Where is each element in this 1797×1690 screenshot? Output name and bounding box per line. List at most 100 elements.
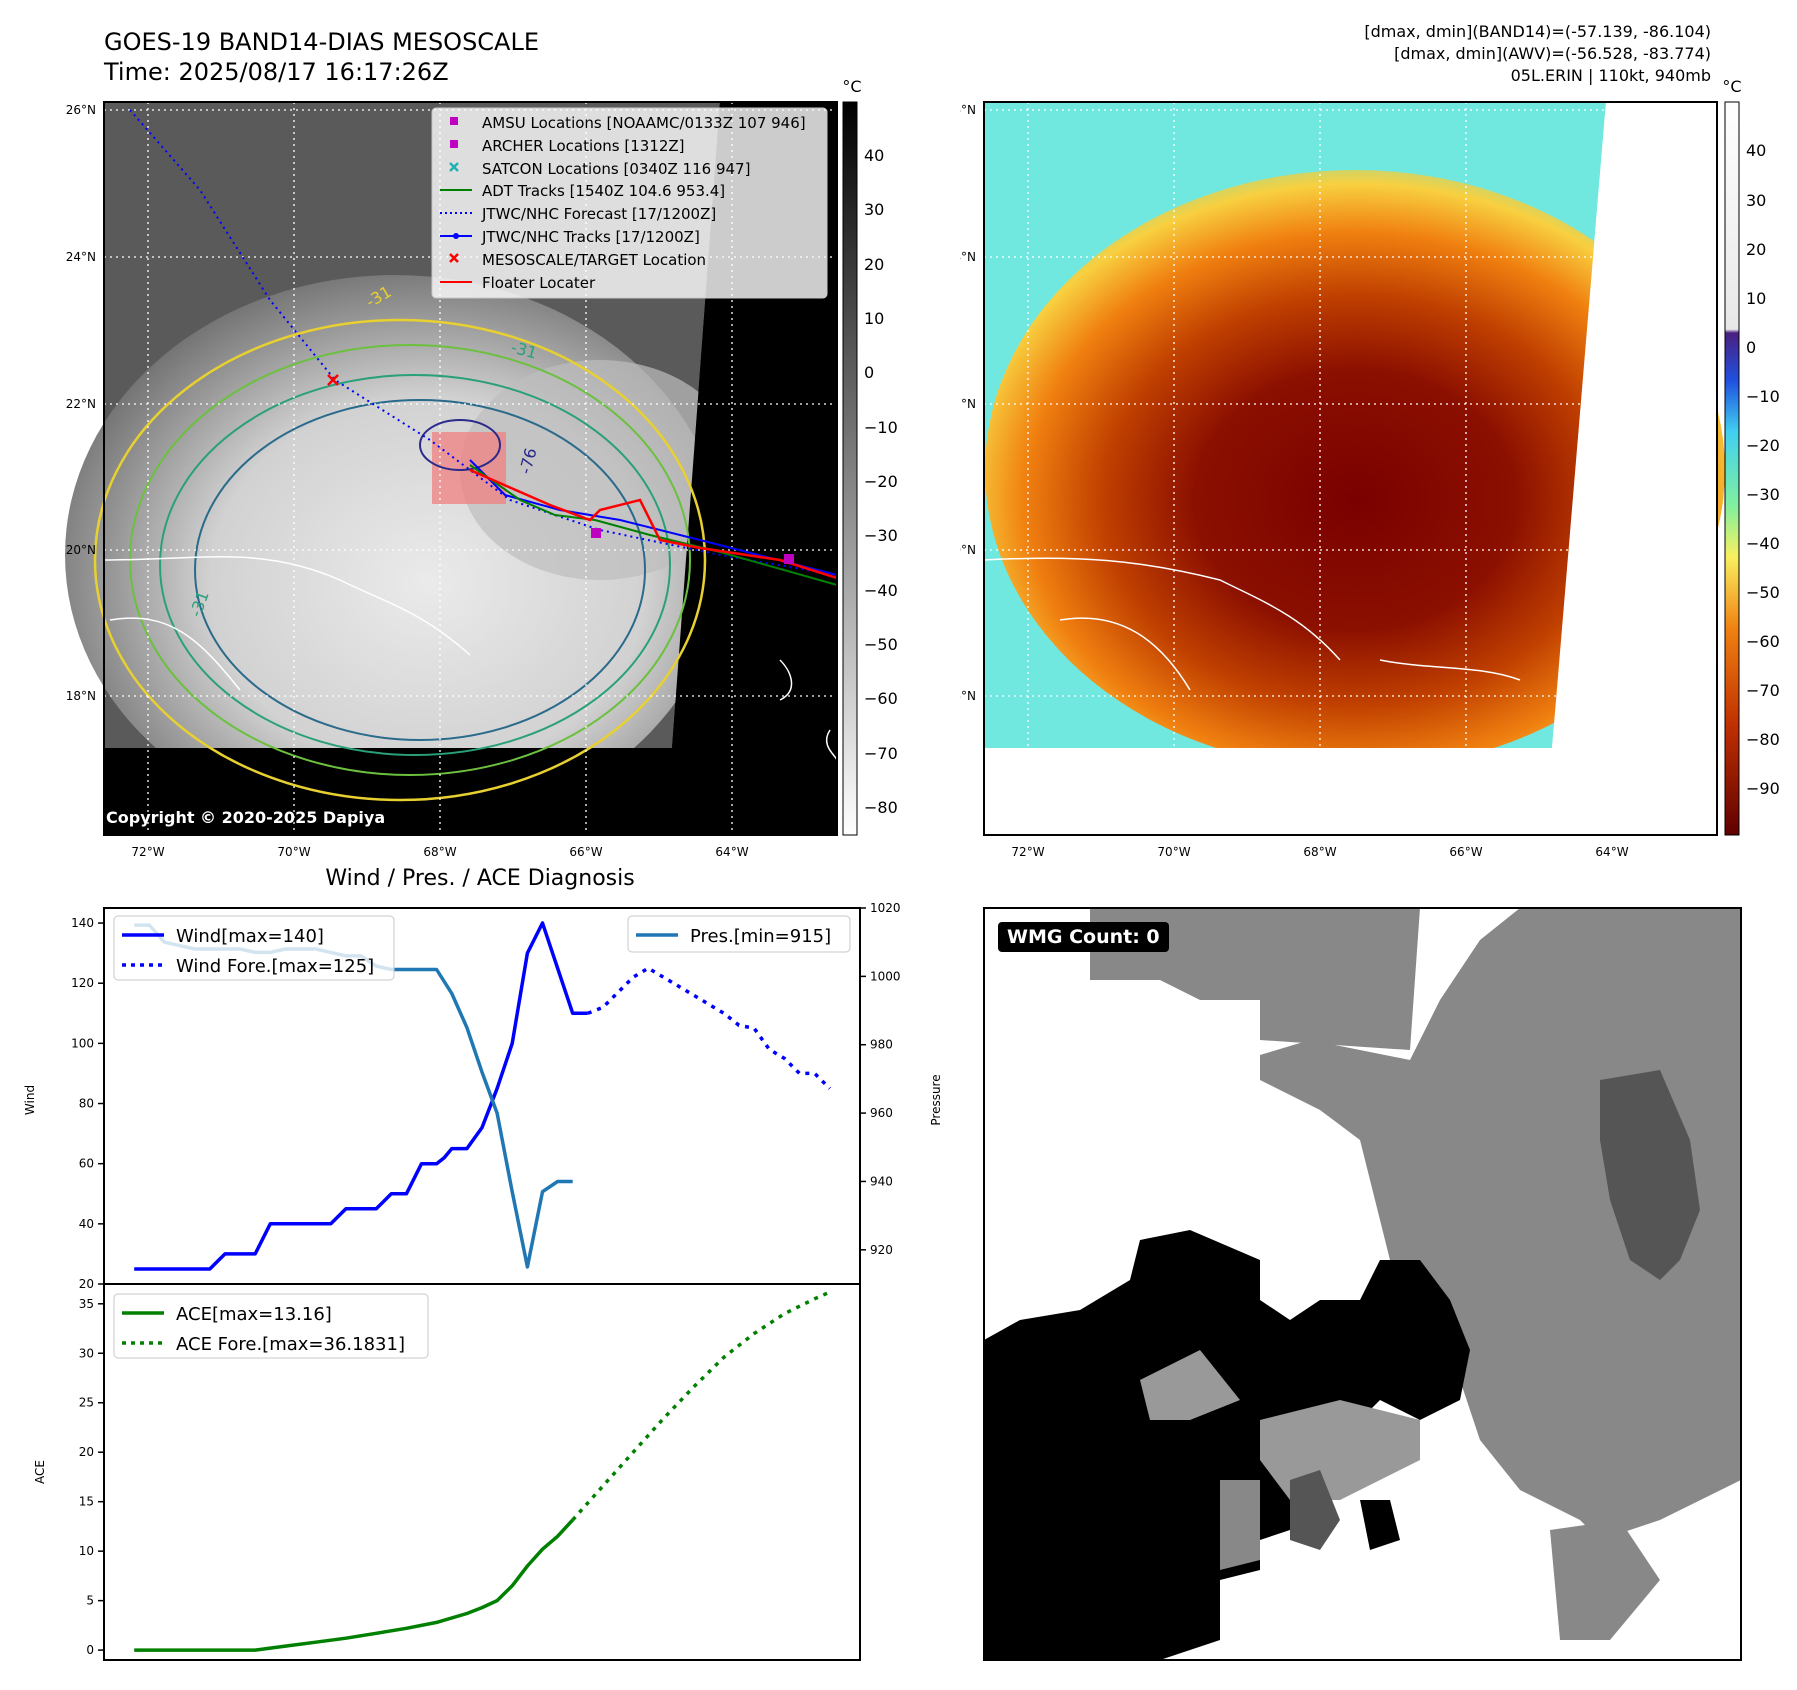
color-tick: −80 [1746,730,1780,749]
awv-range-info: [dmax, dmin](AWV)=(-56.528, -83.774) [1394,44,1711,63]
y-tick-label: 960 [870,1106,893,1120]
wmg-count-badge: WMG Count: 0 [998,922,1169,952]
archer-marker [784,554,794,564]
color-lat-labels: 26°N 24°N 22°N 20°N 18°N [960,103,976,703]
wind-series [134,921,832,1271]
jtwc-track [469,459,838,576]
color-map-grid [984,102,1717,835]
color-colorbar-unit: °C [1722,77,1741,96]
legend-floater: Floater Locater [482,274,596,292]
legend-tracks-dot [453,233,459,239]
color-tick: −70 [1746,681,1780,700]
wind-fore-legend-label: Wind Fore.[max=125] [176,956,374,977]
y-tick-label: 1020 [870,901,901,915]
color-tick: −50 [1746,583,1780,602]
wmg-panel [983,907,1742,1661]
ace-frame [103,1283,861,1661]
gray-tick: −60 [864,689,898,708]
legend-adt: ADT Tracks [1540Z 104.6 953.4] [482,182,725,200]
y-tick-label: 80 [79,1097,94,1111]
contour-yellow [93,318,707,802]
contour-blue [194,399,646,741]
copyright-text: Copyright © 2020-2025 Dapiya [106,808,386,827]
y-tick-label: 25 [79,1396,94,1410]
pressure-legend: Pres.[min=915] [627,915,851,953]
coastline-color [983,557,1521,691]
lon-label-66: 66°W [1449,845,1482,859]
ir-map-panel: -76 -31 -31 -31 AMSU Locations [NOAAMC/0… [65,77,898,859]
y-tick-label: 120 [71,976,94,990]
wmg-frame [983,907,1742,1661]
lat-label-26: 26°N [66,103,96,117]
color-colorbar [1724,101,1740,836]
ace-ylabel: ACE [33,1460,47,1484]
color-tick: 30 [1746,191,1766,210]
gray-colorbar-ticks: 40 30 20 10 0 −10 −20 −30 −40 −50 −60 −7… [864,146,898,817]
legend-satcon: SATCON Locations [0340Z 116 947] [482,160,750,178]
legend-target-marker [449,253,459,263]
legend-archer: ARCHER Locations [1312Z] [482,137,685,155]
diagnosis-title: Wind / Pres. / ACE Diagnosis [325,866,635,891]
gray-tick: −80 [864,798,898,817]
series-line [134,1518,574,1652]
figure-time: Time: 2025/08/17 16:17:26Z [104,58,449,86]
gray-tick: 20 [864,255,884,274]
storm-info: 05L.ERIN | 110kt, 940mb [1510,66,1711,85]
ir-lon-labels: 72°W 70°W 68°W 66°W 64°W [131,845,748,859]
floater-track [469,468,838,580]
gray-tick: −10 [864,418,898,437]
wind-ylabel: Wind [23,1085,37,1115]
ace-legend: ACE[max=13.16] ACE Fore.[max=36.1831] [113,1293,429,1359]
gray-colorbar-unit: °C [842,77,861,96]
color-colorbar-ticks: 40 30 20 10 0 −10 −20 −30 −40 −50 −60 −7… [1746,141,1780,798]
y-tick-label: 100 [71,1036,94,1050]
mesoscale-target-marker [327,374,339,386]
color-map-panel: 26°N 24°N 22°N 20°N 18°N 72°W 70°W 68°W … [960,77,1780,859]
lat-label-24: 24°N [960,250,976,264]
lat-label-18: 18°N [960,689,976,703]
ir-map-frame [103,101,838,836]
gray-tick: 30 [864,200,884,219]
ace-axes: 0 5 10 15 20 25 30 35 [79,1297,104,1657]
color-tick: −60 [1746,632,1780,651]
legend-forecast: JTWC/NHC Forecast [17/1200Z] [481,205,716,223]
legend-target: MESOSCALE/TARGET Location [482,251,706,269]
lon-label-68: 68°W [423,845,456,859]
pressure-legend-label: Pres.[min=915] [690,926,831,947]
color-tick: 0 [1746,338,1756,357]
series-line [587,966,832,1090]
color-tick: −40 [1746,534,1780,553]
gray-tick: −30 [864,526,898,545]
legend-archer-marker [450,140,458,148]
color-tick: −90 [1746,779,1780,798]
color-map-frame [983,101,1718,836]
wind-legend-label: Wind[max=140] [176,926,324,947]
color-tick: 40 [1746,141,1766,160]
map-legend: AMSU Locations [NOAAMC/0133Z 107 946] AR… [431,107,828,299]
y-tick-label: 920 [870,1243,893,1257]
lat-label-22: 22°N [66,397,96,411]
band14-range-info: [dmax, dmin](BAND14)=(-57.139, -86.104) [1364,22,1711,41]
lat-label-26: 26°N [960,103,976,117]
legend-satcon-marker [449,162,459,172]
color-tick: 10 [1746,289,1766,308]
ace-series [134,1290,831,1652]
amsu-marker [591,528,601,538]
gray-tick: 10 [864,309,884,328]
color-tick: 20 [1746,240,1766,259]
color-lon-labels: 72°W 70°W 68°W 66°W 64°W [1011,845,1628,859]
gray-tick: −50 [864,635,898,654]
gray-tick: −70 [864,744,898,763]
gray-tick: 0 [864,363,874,382]
ace-legend-label: ACE[max=13.16] [176,1304,332,1325]
ace-fore-legend-label: ACE Fore.[max=36.1831] [176,1334,405,1355]
contour-teal [159,374,671,756]
lon-label-70: 70°W [1157,845,1190,859]
gray-tick: −20 [864,472,898,491]
y-tick-label: 60 [79,1157,94,1171]
color-tick: −20 [1746,436,1780,455]
wmg-image [984,908,1741,1660]
lat-label-18: 18°N [66,689,96,703]
gray-colorbar [842,101,858,836]
